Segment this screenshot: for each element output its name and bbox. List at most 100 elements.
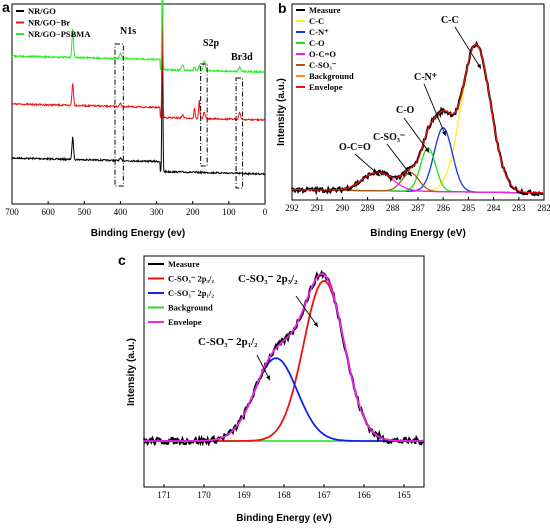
panel-c-legend: Measure C-SO₃⁻ 2p₃/₂ C-SO₃⁻ 2p₁/₂ Backgroun…	[148, 259, 214, 327]
panel-c-legend-label-c-so-2p: C-SO₃⁻ 2p₁/₂	[168, 288, 214, 298]
annotation-b-cc: C-C	[441, 15, 459, 26]
panel-b-legend-label-c-n: C-N⁺	[309, 27, 329, 37]
panel-b-x-ticks: 292 291 290 289 288 287 286 285 284 283 282	[285, 197, 550, 213]
panel-c-legend-label-measure: Measure	[168, 259, 200, 269]
panel-b-tick-label-284: 284	[487, 203, 501, 213]
annotation-b-co: C-O	[396, 105, 415, 116]
panel-b-tick-label-285: 285	[462, 203, 476, 213]
panel-c-tick-label-169: 169	[237, 490, 251, 500]
annotation-b-cn: C-N⁺	[414, 72, 437, 83]
panel-a-tick-label-400: 400	[114, 207, 128, 217]
annotation-n1s: N1s	[120, 26, 136, 37]
panel-a-peak-boxes	[114, 43, 244, 189]
panel-b-tick-label-287: 287	[411, 203, 425, 213]
panel-c-label: c	[118, 252, 126, 268]
panel-b-legend: MeasureC-CC-N⁺C-OO-C=OC-SO₃⁻BackgroundEn…	[296, 5, 354, 92]
panel-a-tick-label-600: 600	[41, 207, 55, 217]
panel-b-legend-label-o-c-o: O-C=O	[309, 49, 336, 59]
panel-a-peak-box-n1s	[114, 43, 124, 187]
panel-b-label: b	[278, 0, 287, 16]
panel-c-tick-label-170: 170	[197, 490, 211, 500]
panel-b-tick-label-288: 288	[386, 203, 400, 213]
panel-b-arrow-oco	[354, 153, 381, 177]
panel-b-tick-label-291: 291	[310, 203, 324, 213]
panel-a-tick-label-300: 300	[150, 207, 164, 217]
panel-a-curves	[11, 0, 266, 177]
panel-b-legend-label-measure: Measure	[309, 5, 341, 15]
panel-a-legend-label-nr-go-br: NR/GO−Br	[28, 18, 70, 28]
annotation-c-2p12-text: C-SO₃⁻ 2p₁/₂	[198, 336, 258, 348]
panel-b-tick-label-290: 290	[336, 203, 350, 213]
panel-b-legend-label-envelope: Envelope	[309, 82, 343, 92]
panel-a-label: a	[2, 0, 10, 15]
annotation-c-2p32-text: C-SO₃⁻ 2p₃/₂	[238, 273, 298, 285]
panel-c: c 171 170 169 168 167 166 165 Measure C-SO₃⁻ 2p…	[118, 252, 425, 524]
panel-a-tick-label-200: 200	[186, 207, 200, 217]
annotation-c-2p12: C-SO₃⁻ 2p₁/₂	[198, 336, 258, 348]
panel-a-legend-label-nr-go: NR/GO	[28, 6, 56, 16]
panel-c-tick-label-165: 165	[397, 490, 411, 500]
panel-b-tick-label-292: 292	[285, 203, 299, 213]
panel-c-arrow-2p12	[256, 354, 271, 381]
panel-c-curves	[142, 269, 425, 447]
panel-b-arrow-cso3-head	[407, 171, 412, 177]
panel-b-arrow-cso3	[386, 143, 413, 177]
panel-c-x-axis-label: Binding Energy (eV)	[236, 513, 332, 524]
panel-a-tick-label-100: 100	[222, 207, 236, 217]
panel-a-tick-label-0: 0	[263, 207, 268, 217]
panel-c-line-envelope	[144, 272, 424, 442]
panel-a-tick-label-500: 500	[78, 207, 92, 217]
panel-a: a 700 600 500 400 300 200 100 0 NR/GO NR/GO−BrNR…	[2, 0, 268, 239]
panel-b-annotation-arrows	[354, 26, 482, 177]
panel-b-tick-label-282: 282	[537, 203, 550, 213]
panel-c-line-c-so-2p	[144, 357, 424, 442]
panel-c-annotation-arrows	[256, 295, 319, 381]
panel-a-peak-box-br3d	[235, 77, 244, 189]
annotation-b-cso3: C-SO₃⁻	[373, 132, 405, 143]
panel-c-arrow-2p32	[295, 295, 319, 328]
panel-b-legend-label-c-c: C-C	[309, 16, 324, 26]
panel-c-y-axis-label: Intensity (a.u.)	[126, 338, 137, 406]
panel-b-tick-label-283: 283	[512, 203, 526, 213]
panel-b-tick-label-286: 286	[436, 203, 450, 213]
panel-b-frame	[291, 3, 545, 201]
panel-c-tick-label-167: 167	[317, 490, 331, 500]
panel-b-arrow-co-head	[424, 147, 430, 153]
panel-c-legend-label-c-so-2p: C-SO₃⁻ 2p₃/₂	[168, 274, 214, 284]
panel-b-legend-label-background: Background	[309, 71, 354, 81]
panel-a-frame	[11, 3, 266, 205]
panel-b-legend-label-c-so: C-SO₃⁻	[309, 60, 337, 70]
panel-a-x-axis-label: Binding Energy (ev)	[91, 228, 185, 239]
panel-b: b 292 291 290 289 288 287 286 285 284 283 282 Meas…	[276, 0, 550, 239]
panel-a-line-nr-go	[11, 28, 266, 177]
annotation-br3d: Br3d	[231, 52, 253, 63]
panel-b-arrow-cc-head	[476, 63, 481, 69]
panel-b-arrow-cn	[423, 83, 447, 137]
panel-a-x-ticks: 700 600 500 400 300 200 100 0	[5, 201, 268, 217]
panel-b-y-axis-label: Intensity (a.u.)	[276, 78, 287, 146]
panel-b-arrow-co	[403, 117, 430, 153]
panel-a-legend-label-nr-go-psbma: NR/GO−PSBMA	[28, 29, 91, 39]
panel-c-x-ticks: 171 170 169 168 167 166 165	[157, 484, 411, 500]
panel-c-tick-label-168: 168	[277, 490, 291, 500]
annotation-c-2p32: C-SO₃⁻ 2p₃/₂	[238, 273, 298, 285]
panel-b-arrow-oco-head	[375, 171, 381, 177]
panel-c-tick-label-171: 171	[157, 490, 171, 500]
panel-a-tick-label-700: 700	[5, 207, 19, 217]
panel-c-tick-label-166: 166	[357, 490, 371, 500]
panel-a-line-nr-go-br	[11, 4, 265, 122]
panel-c-arrow-2p12-head	[266, 375, 270, 381]
panel-a-peak-box-s2p	[200, 63, 208, 167]
panel-b-legend-label-c-o: C-O	[309, 38, 325, 48]
annotation-b-oco: O-C=O	[339, 142, 371, 153]
panel-c-arrow-2p32-head	[313, 321, 318, 327]
panel-b-x-axis-label: Binding Energy (eV)	[370, 228, 466, 239]
panel-c-legend-label-background: Background	[168, 303, 213, 313]
panel-b-curves	[290, 40, 544, 197]
panel-c-legend-label-envelope: Envelope	[168, 317, 202, 327]
panel-b-tick-label-289: 289	[361, 203, 375, 213]
panel-b-arrow-cn-head	[441, 130, 446, 136]
annotation-s2p: S2p	[203, 38, 220, 49]
panel-a-line-nr-go-psbma	[11, 0, 266, 74]
